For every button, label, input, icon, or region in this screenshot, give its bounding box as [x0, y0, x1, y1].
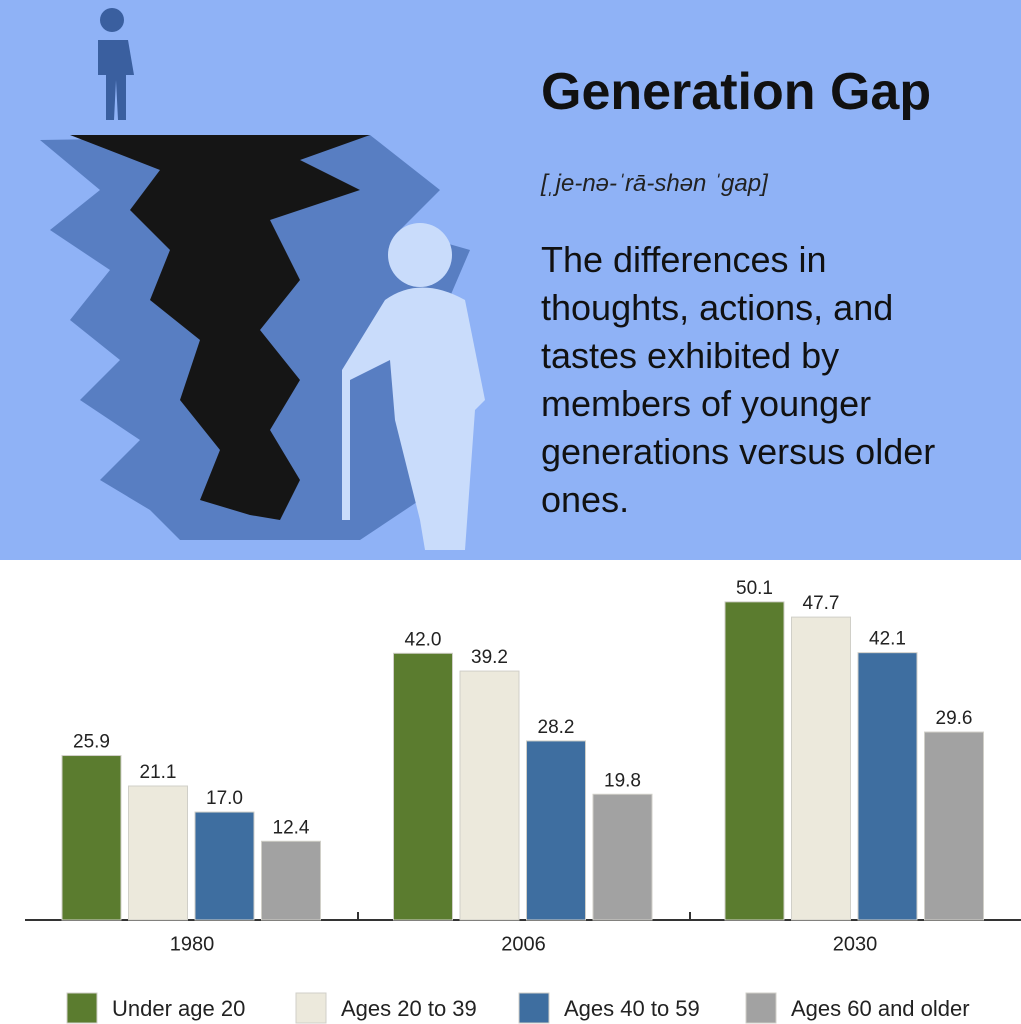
description: The differences in thoughts, actions, an…: [541, 239, 936, 520]
legend-label: Ages 40 to 59: [564, 996, 700, 1021]
legend-label: Ages 60 and older: [791, 996, 970, 1021]
value-label: 19.8: [604, 770, 641, 791]
bar: [791, 616, 851, 921]
legend-swatch: [518, 992, 550, 1024]
bar: [128, 785, 188, 921]
legend-label: Under age 20: [112, 996, 245, 1021]
bar: [857, 652, 918, 921]
bar: [924, 731, 984, 921]
subtitle: [ˌje-nə-ˈrā-shən ˈgap]: [541, 170, 768, 197]
bar: [261, 840, 321, 921]
value-label: 25.9: [73, 732, 110, 753]
value-label: 39.2: [471, 647, 508, 668]
bar: [724, 601, 785, 921]
bar: [459, 670, 520, 921]
value-label: 21.1: [140, 762, 177, 783]
bar: [393, 652, 453, 921]
bar: [526, 740, 586, 921]
value-label: 42.1: [869, 629, 906, 650]
legend-swatch: [745, 992, 777, 1024]
bar: [61, 755, 122, 921]
value-label: 17.0: [206, 788, 243, 809]
value-label: 42.0: [405, 629, 442, 650]
value-label: 47.7: [803, 593, 840, 614]
value-label: 50.1: [736, 578, 773, 599]
legend-swatch: [66, 992, 98, 1024]
bar: [194, 811, 255, 921]
value-label: 12.4: [273, 817, 310, 838]
bar: [592, 793, 653, 921]
illustration: [40, 8, 485, 550]
legend-label: Ages 20 to 39: [341, 996, 477, 1021]
x-tick-label: 1980: [170, 933, 215, 955]
x-tick-label: 2006: [501, 933, 546, 955]
x-tick-label: 2030: [833, 933, 878, 955]
value-label: 28.2: [538, 717, 575, 738]
title: Generation Gap: [541, 63, 932, 121]
legend-swatch: [295, 992, 327, 1024]
value-label: 29.6: [936, 708, 973, 729]
